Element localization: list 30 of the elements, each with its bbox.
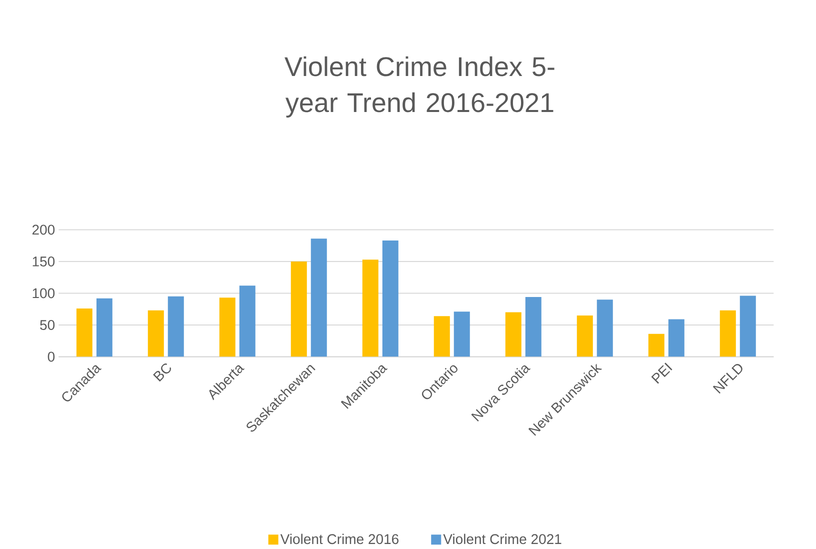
bar	[310, 238, 327, 357]
bar	[668, 319, 684, 357]
bar	[740, 296, 756, 357]
bar	[96, 298, 112, 357]
bar	[168, 296, 184, 357]
bar	[454, 311, 470, 357]
x-tick-label: BC	[153, 363, 171, 382]
y-tick-label: 150	[32, 256, 55, 266]
y-tick-label: 50	[40, 320, 55, 330]
bar	[525, 296, 542, 357]
chart-title: Violent Crime Index 5-year Trend 2016-2021	[284, 56, 554, 118]
bar	[648, 334, 664, 357]
bar	[720, 310, 736, 357]
bar	[382, 240, 398, 357]
bar	[505, 312, 522, 357]
bar	[148, 310, 164, 357]
bar	[76, 308, 92, 357]
legend-label: Violent Crime 2016	[280, 534, 398, 544]
y-tick-label: 0	[48, 352, 55, 362]
bar	[362, 259, 378, 357]
y-tick-label: 100	[32, 288, 55, 298]
bar	[290, 261, 307, 357]
bar	[434, 316, 450, 357]
bar	[596, 299, 613, 357]
bar	[239, 285, 256, 357]
y-tick-label: 200	[32, 224, 55, 234]
bar	[576, 315, 593, 357]
x-tick-label: PEI	[651, 362, 672, 384]
legend-label: Violent Crime 2021	[443, 534, 562, 544]
bar	[219, 297, 236, 357]
